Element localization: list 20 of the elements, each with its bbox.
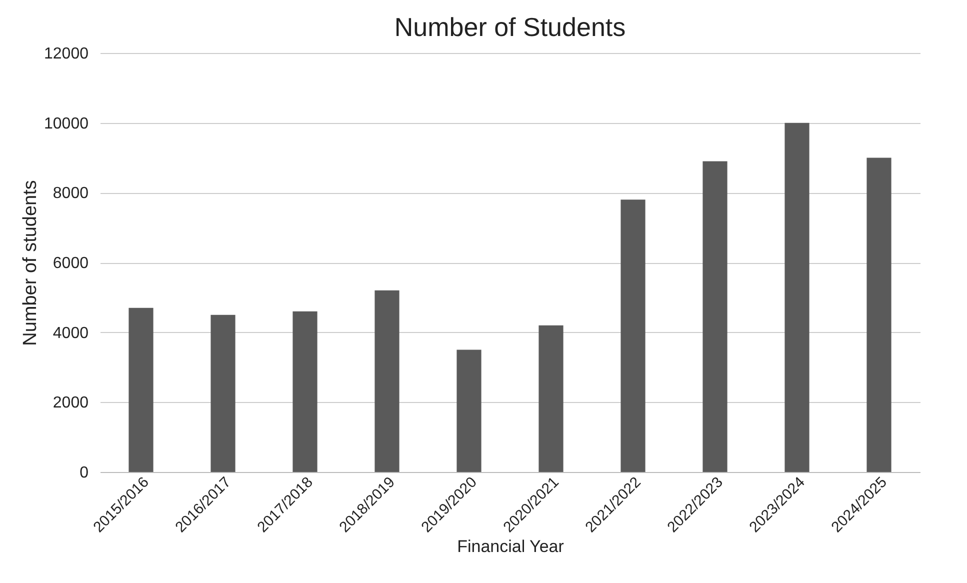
y-tick-label: 4000 bbox=[52, 324, 89, 342]
x-axis-title: Financial Year bbox=[457, 537, 564, 556]
y-tick-label: 0 bbox=[80, 464, 89, 482]
bar bbox=[620, 200, 646, 472]
bar bbox=[292, 311, 318, 472]
bar bbox=[374, 290, 400, 472]
y-tick-label: 12000 bbox=[44, 46, 89, 62]
bar bbox=[210, 314, 236, 472]
bar bbox=[456, 350, 482, 472]
bar bbox=[784, 122, 810, 472]
y-axis-title: Number of students bbox=[20, 180, 42, 346]
y-tick-label: 6000 bbox=[52, 255, 89, 272]
y-tick-label: 10000 bbox=[44, 115, 89, 132]
y-tick-label: 8000 bbox=[52, 185, 89, 202]
bar bbox=[702, 161, 728, 472]
bar bbox=[538, 325, 564, 472]
chart-title: Number of Students bbox=[394, 12, 626, 42]
bar bbox=[866, 158, 892, 472]
bar bbox=[128, 308, 154, 472]
y-tick-label: 2000 bbox=[52, 394, 89, 412]
